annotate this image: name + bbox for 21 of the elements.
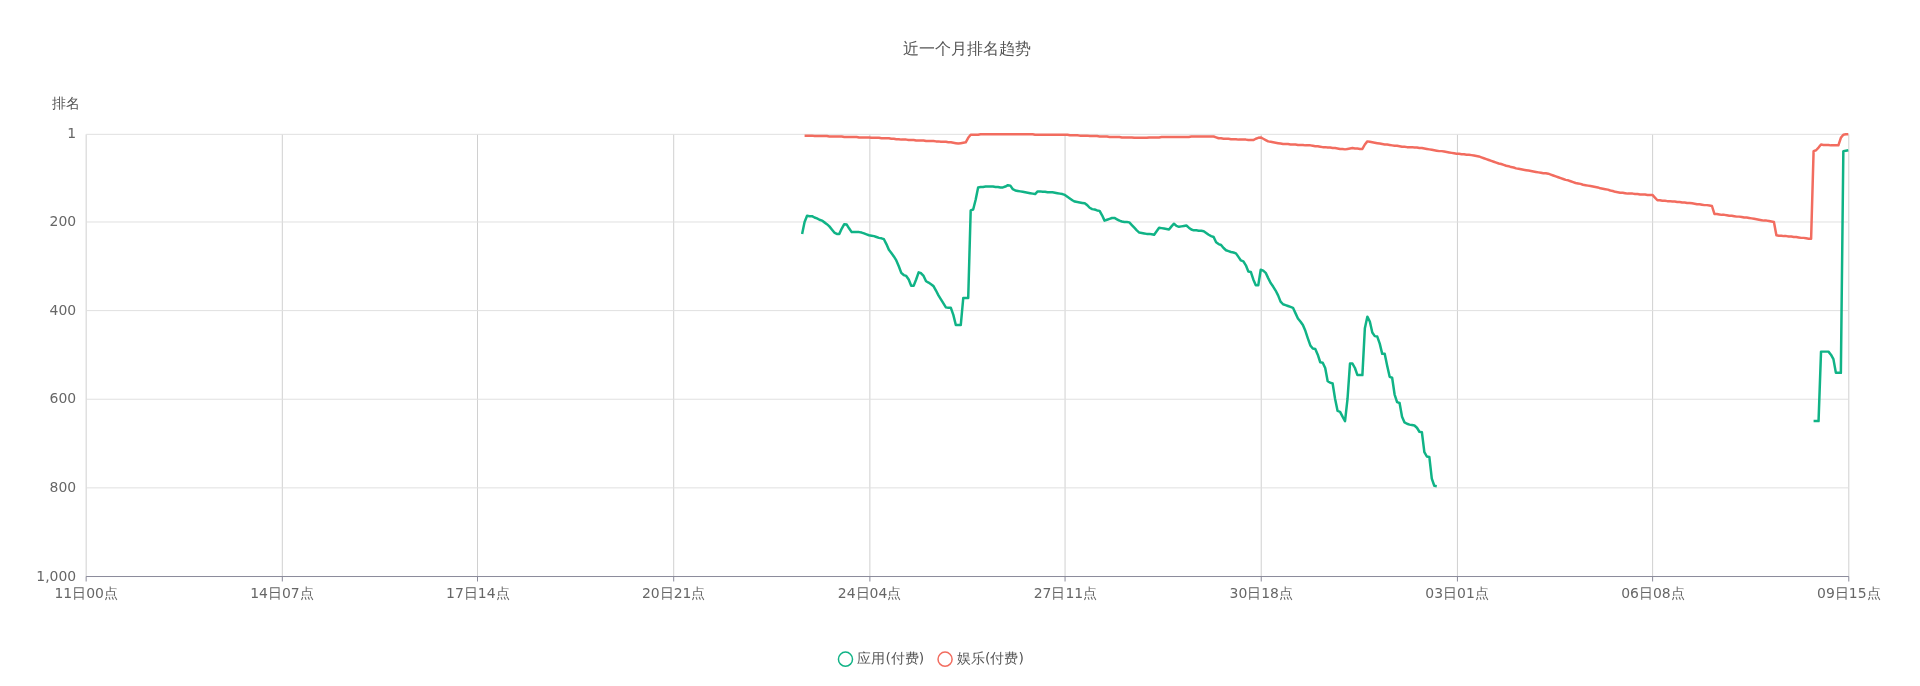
x-tick-label: 17日14点 bbox=[446, 585, 510, 602]
y-tick-label: 1,000 bbox=[36, 567, 77, 584]
x-tick-label: 11日00点 bbox=[54, 585, 118, 602]
x-tick-label: 09日15点 bbox=[1817, 585, 1881, 602]
line-series bbox=[803, 133, 1850, 241]
x-tick-label: 30日18点 bbox=[1229, 585, 1293, 602]
y-tick-label: 400 bbox=[49, 301, 77, 318]
y-tick-label: 800 bbox=[49, 478, 77, 495]
x-tick-label: 06日08点 bbox=[1621, 585, 1685, 602]
y-tick-label: 200 bbox=[49, 213, 77, 230]
y-tick-label: 1 bbox=[67, 125, 77, 142]
x-tick-label: 20日21点 bbox=[641, 585, 706, 602]
x-tick-label: 14日07点 bbox=[250, 585, 314, 602]
x-tick-label: 24日04点 bbox=[837, 585, 902, 602]
y-axis-title: 排名 bbox=[51, 94, 80, 111]
legend-label: 应用(付费) bbox=[857, 650, 925, 667]
chart-title: 近一个月排名趋势 bbox=[902, 39, 1031, 59]
x-tick-label: 03日01点 bbox=[1425, 585, 1489, 602]
legend-label: 娱乐(付费) bbox=[957, 650, 1024, 667]
y-tick-label: 600 bbox=[49, 390, 77, 407]
x-tick-label: 27日11点 bbox=[1033, 585, 1098, 602]
